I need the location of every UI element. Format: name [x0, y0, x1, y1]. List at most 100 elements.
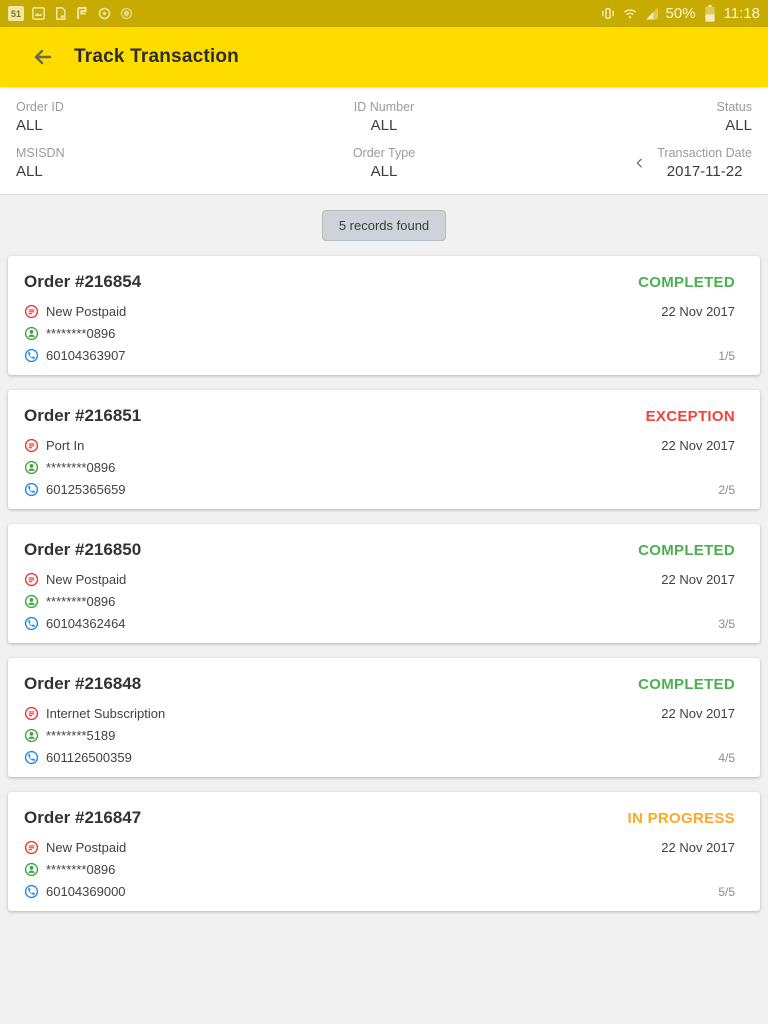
phone-icon [24, 348, 39, 363]
battery-percent-text: 50% [665, 5, 696, 22]
customer-id-icon [24, 460, 39, 475]
filter-order-id[interactable]: Order ID ALL [16, 100, 261, 134]
order-type-text: Internet Subscription [46, 706, 166, 721]
previous-date-button[interactable] [633, 154, 647, 172]
msisdn-row: 60104363907 [24, 348, 126, 363]
filter-value: ALL [16, 117, 43, 134]
order-type-icon [24, 572, 39, 587]
signal-strength-icon [644, 6, 660, 22]
order-type-icon [24, 706, 39, 721]
msisdn-row: 601126500359 [24, 750, 165, 765]
filter-label: Order ID [16, 100, 64, 114]
customer-id-row: ********0896 [24, 594, 126, 609]
filter-transaction-date: Transaction Date 2017-11-22 [507, 146, 752, 180]
order-type-row: Internet Subscription [24, 706, 165, 721]
order-number: Order #216851 [24, 406, 142, 425]
status-badge: COMPLETED [638, 274, 735, 291]
order-card[interactable]: Order #216854 COMPLETED New Postpaid ***… [8, 256, 760, 375]
customer-id-text: ********0896 [46, 594, 116, 609]
record-index: 5/5 [718, 885, 735, 899]
filter-value: 2017-11-22 [666, 163, 743, 180]
customer-id-row: ********0896 [24, 460, 126, 475]
phone-icon [24, 482, 39, 497]
order-type-icon [24, 304, 39, 319]
customer-id-icon [24, 594, 39, 609]
msisdn-text: 60104362464 [46, 616, 126, 631]
customer-id-text: ********0896 [46, 862, 116, 877]
vibrate-icon [600, 6, 616, 22]
filter-value: ALL [370, 117, 398, 134]
phone-icon [24, 616, 39, 631]
chevron-left-icon [636, 158, 643, 168]
order-type-row: New Postpaid [24, 572, 126, 587]
order-date: 22 Nov 2017 [661, 304, 735, 319]
order-type-icon [24, 840, 39, 855]
back-button[interactable] [30, 44, 56, 70]
filter-id-number[interactable]: ID Number ALL [261, 100, 506, 134]
filter-panel: Order ID ALL ID Number ALL Status ALL MS… [0, 87, 768, 195]
notification-count-badge-icon: 51 [8, 6, 24, 21]
arrow-left-icon [34, 49, 52, 65]
sd-card-icon [52, 6, 68, 22]
customer-id-icon [24, 862, 39, 877]
msisdn-row: 60104369000 [24, 884, 126, 899]
order-type-text: New Postpaid [46, 304, 127, 319]
record-index: 4/5 [718, 751, 735, 765]
filter-value: ALL [370, 163, 398, 180]
filter-label: Status [716, 100, 752, 114]
record-index: 3/5 [718, 617, 735, 631]
phone-icon [24, 750, 39, 765]
order-date: 22 Nov 2017 [661, 572, 735, 587]
order-card[interactable]: Order #216851 EXCEPTION Port In ********… [8, 390, 760, 509]
customer-id-row: ********5189 [24, 728, 165, 743]
page-title: Track Transaction [74, 46, 239, 67]
order-type-text: New Postpaid [46, 840, 127, 855]
gallery-icon [30, 6, 46, 22]
record-index: 2/5 [718, 483, 735, 497]
data-usage-icon [96, 6, 112, 22]
wifi-icon [622, 6, 638, 22]
order-date: 22 Nov 2017 [661, 438, 735, 453]
customer-id-row: ********0896 [24, 326, 126, 341]
customer-id-text: ********5189 [46, 728, 116, 743]
customer-id-row: ********0896 [24, 862, 126, 877]
clock-text: 11:18 [723, 5, 760, 22]
order-number: Order #216854 [24, 272, 142, 291]
filter-value: ALL [725, 117, 752, 134]
filter-order-type[interactable]: Order Type ALL [261, 146, 506, 180]
phone-icon [24, 884, 39, 899]
order-type-row: New Postpaid [24, 304, 126, 319]
status-badge: COMPLETED [638, 542, 735, 559]
msisdn-text: 60104369000 [46, 884, 126, 899]
order-card[interactable]: Order #216850 COMPLETED New Postpaid ***… [8, 524, 760, 643]
app-header: Track Transaction [0, 27, 768, 87]
msisdn-text: 60104363907 [46, 348, 126, 363]
status-badge: IN PROGRESS [627, 810, 735, 827]
flag-icon [74, 6, 90, 22]
filter-label: Order Type [352, 146, 416, 160]
transaction-date-field[interactable]: Transaction Date 2017-11-22 [657, 146, 752, 180]
order-card[interactable]: Order #216847 IN PROGRESS New Postpaid *… [8, 792, 760, 911]
filter-row-1: Order ID ALL ID Number ALL Status ALL [16, 100, 752, 134]
status-bar-right: 50% 11:18 [600, 5, 760, 22]
customer-id-text: ********0896 [46, 326, 116, 341]
filter-label: ID Number [353, 100, 415, 114]
customer-id-icon [24, 326, 39, 341]
order-card[interactable]: Order #216848 COMPLETED Internet Subscri… [8, 658, 760, 777]
shield-icon [118, 6, 134, 22]
order-number: Order #216847 [24, 808, 142, 827]
order-date: 22 Nov 2017 [661, 706, 735, 721]
status-bar-left: 51 [8, 6, 134, 22]
order-number: Order #216850 [24, 540, 142, 559]
filter-status[interactable]: Status ALL [507, 100, 752, 134]
filter-label: MSISDN [16, 146, 65, 160]
status-bar: 51 50% 11:18 [0, 0, 768, 27]
order-type-text: New Postpaid [46, 572, 127, 587]
records-count-badge: 5 records found [321, 210, 447, 241]
msisdn-text: 60125365659 [46, 482, 126, 497]
filter-msisdn[interactable]: MSISDN ALL [16, 146, 261, 180]
filter-row-2: MSISDN ALL Order Type ALL Transaction Da… [16, 146, 752, 180]
msisdn-text: 601126500359 [46, 750, 132, 765]
record-index: 1/5 [718, 349, 735, 363]
order-date: 22 Nov 2017 [661, 840, 735, 855]
